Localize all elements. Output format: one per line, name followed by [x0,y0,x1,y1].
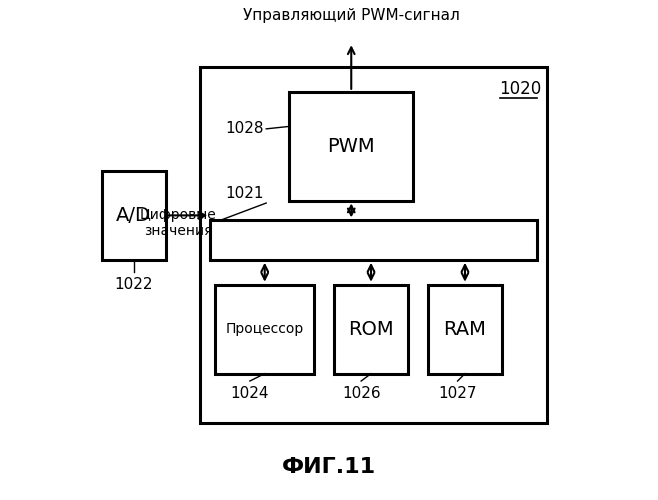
Text: ROM: ROM [348,320,394,338]
Text: 1020: 1020 [499,80,542,98]
Text: 1024: 1024 [231,386,269,401]
Bar [211,220,537,260]
Text: 1022: 1022 [114,277,153,292]
Bar [101,171,166,260]
Text: RAM: RAM [443,320,486,338]
Text: ФИГ.11: ФИГ.11 [282,458,376,477]
Text: PWM: PWM [328,136,375,156]
Bar [428,284,502,374]
Bar [290,92,413,200]
Text: 1027: 1027 [438,386,477,401]
Text: Управляющий PWM-сигнал: Управляющий PWM-сигнал [243,8,460,22]
Text: Процессор: Процессор [226,322,304,336]
Text: A/D: A/D [116,206,151,225]
Bar [334,284,408,374]
Bar [215,284,314,374]
Text: 1028: 1028 [225,122,264,136]
Bar [201,67,547,423]
Text: Цифровые
значения: Цифровые значения [139,208,216,238]
Text: 1021: 1021 [225,186,264,200]
Text: 1026: 1026 [342,386,380,401]
